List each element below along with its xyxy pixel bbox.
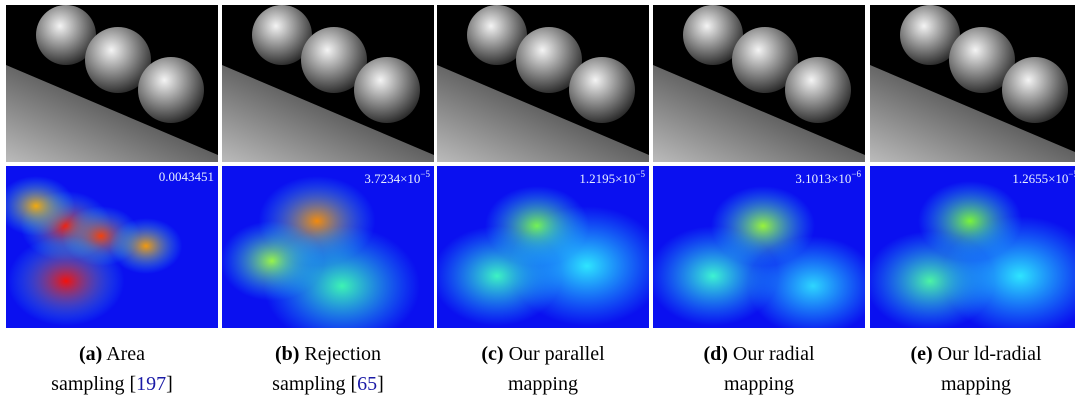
citation-bracket: ]: [377, 373, 384, 395]
caption-text: sampling: [272, 373, 345, 395]
error-exponent: −6: [851, 169, 861, 179]
error-value: 3.7234×10−5: [364, 169, 430, 187]
caption: (c) Our parallel mapping: [437, 339, 649, 399]
render-sphere: [785, 57, 851, 123]
panel-images: [6, 5, 218, 328]
heat-blob: [110, 218, 183, 274]
panel-images: [437, 5, 649, 328]
caption-line: (d) Our radial: [653, 339, 865, 369]
caption-text: Our ld-radial: [938, 343, 1042, 365]
error-mantissa: 3.1013×10: [795, 171, 851, 186]
figure: 0.0043451(a) Areasampling [197]3.7234×10…: [0, 0, 1075, 403]
render-sphere: [569, 57, 635, 123]
caption-text: Our radial: [733, 343, 815, 365]
error-mantissa: 0.0043451: [159, 169, 214, 184]
error-exponent: −5: [1068, 169, 1075, 179]
citation-bracket: ]: [166, 373, 173, 395]
panel-images: [653, 5, 865, 328]
caption-text: sampling: [51, 373, 124, 395]
render-sphere: [138, 57, 204, 123]
caption-line: (b) Rejection: [222, 339, 434, 369]
caption-line: mapping: [437, 369, 649, 399]
caption-text: Our parallel: [509, 343, 605, 365]
caption-line: mapping: [870, 369, 1075, 399]
render-sphere: [1002, 57, 1068, 123]
error-value: 3.1013×10−6: [795, 169, 861, 187]
caption-line: (c) Our parallel: [437, 339, 649, 369]
error-value: 1.2655×10−5: [1012, 169, 1075, 187]
caption-text: mapping: [941, 373, 1011, 395]
error-mantissa: 1.2655×10: [1012, 171, 1068, 186]
caption-line: sampling [197]: [6, 369, 218, 399]
caption-label: (c): [481, 343, 503, 365]
error-mantissa: 1.2195×10: [579, 171, 635, 186]
caption-label: (d): [703, 343, 727, 365]
caption-line: (e) Our ld-radial: [870, 339, 1075, 369]
caption-label: (e): [910, 343, 932, 365]
error-mantissa: 3.7234×10: [364, 171, 420, 186]
error-exponent: −5: [635, 169, 645, 179]
caption-line: mapping: [653, 369, 865, 399]
citation[interactable]: 65: [357, 373, 377, 395]
heat-blob: [8, 236, 125, 326]
caption-text: mapping: [724, 373, 794, 395]
caption-label: (a): [79, 343, 102, 365]
caption-text: Area: [106, 343, 145, 365]
citation[interactable]: 197: [136, 373, 166, 395]
caption: (d) Our radial mapping: [653, 339, 865, 399]
panel-images: [870, 5, 1075, 328]
caption-text: Rejection: [304, 343, 381, 365]
caption-label: (b): [275, 343, 299, 365]
render-sphere: [354, 57, 420, 123]
error-exponent: −5: [420, 169, 430, 179]
error-value: 1.2195×10−5: [579, 169, 645, 187]
error-value: 0.0043451: [159, 169, 214, 185]
caption-text: mapping: [508, 373, 578, 395]
caption-line: (a) Area: [6, 339, 218, 369]
caption: (e) Our ld-radial mapping: [870, 339, 1075, 399]
panel-images: [222, 5, 434, 328]
caption-line: sampling [65]: [222, 369, 434, 399]
